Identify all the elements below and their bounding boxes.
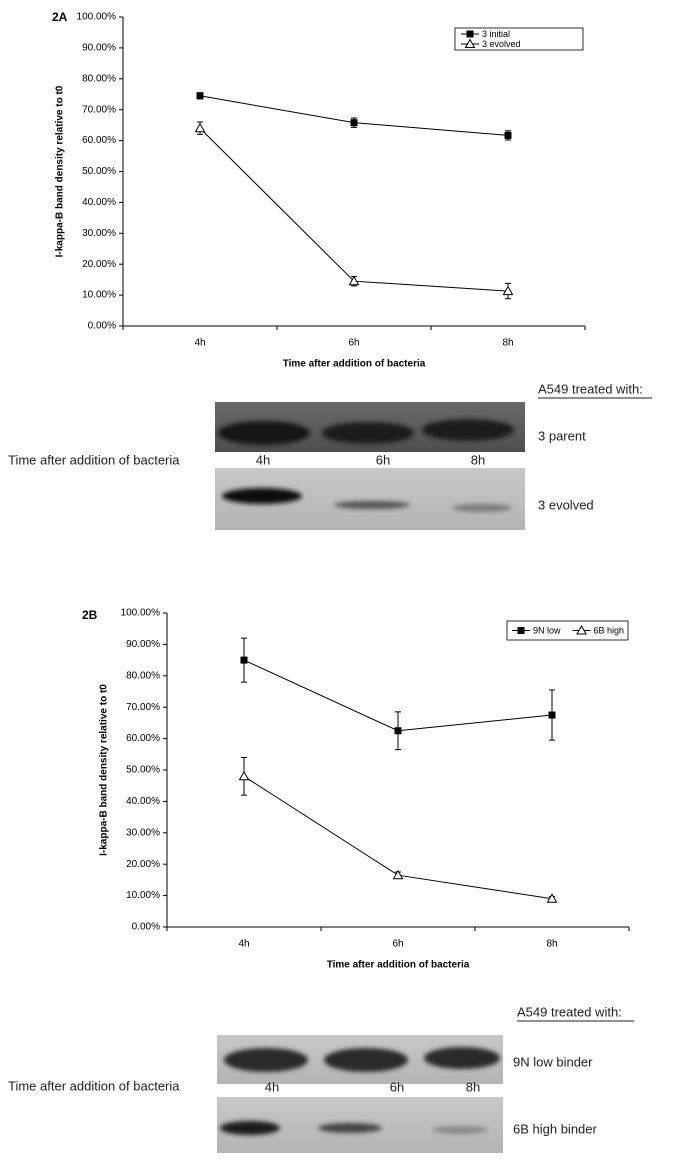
- y-tick-label: 60.00%: [126, 733, 160, 744]
- legend-label: 6B high: [594, 625, 625, 635]
- y-tick-label: 30.00%: [82, 228, 116, 239]
- marker: [240, 656, 248, 664]
- blot-row-label: 6B high binder: [513, 1121, 598, 1136]
- y-tick-label: 80.00%: [126, 670, 160, 681]
- blot-band: [224, 1048, 308, 1072]
- y-tick-label: 70.00%: [126, 702, 160, 713]
- y-tick-label: 10.00%: [126, 890, 160, 901]
- marker: [502, 285, 514, 296]
- blot-header: A549 treated with:: [538, 381, 643, 396]
- series-line: [199, 95, 509, 136]
- y-tick-label: 60.00%: [82, 135, 116, 146]
- chart: 2A 0.00% 10.00% 20.00% 30.00% 40.00% 50.00% 60.…: [52, 10, 586, 370]
- blot-row-label: 9N low binder: [513, 1054, 593, 1069]
- y-axis-title: I-kappa-B band density relative to t0: [99, 684, 110, 856]
- lane-label: 8h: [471, 452, 485, 467]
- blot-panel-a: A549 treated with: 3 parent Time after a…: [8, 381, 652, 530]
- x-tick-label: 6h: [348, 338, 359, 349]
- y-tick-label: 30.00%: [126, 827, 160, 838]
- y-tick-label: 20.00%: [126, 859, 160, 870]
- series-line: [243, 775, 553, 900]
- blot-band: [324, 1048, 408, 1072]
- blot-row-label: 3 evolved: [538, 497, 594, 512]
- y-tick-label: 20.00%: [82, 259, 116, 270]
- lane-label: 4h: [256, 452, 270, 467]
- y-tick-label: 40.00%: [126, 796, 160, 807]
- blot-band: [220, 1121, 280, 1135]
- blot-header: A549 treated with:: [517, 1004, 622, 1019]
- legend-label: 3 evolved: [482, 39, 521, 49]
- marker: [504, 131, 512, 139]
- marker: [546, 893, 558, 903]
- marker: [196, 92, 204, 100]
- x-tick-label: 6h: [392, 939, 403, 950]
- y-tick-label: 50.00%: [126, 765, 160, 776]
- marker: [194, 122, 206, 133]
- x-tick-label: 8h: [502, 338, 513, 349]
- x-tick-label: 4h: [194, 338, 205, 349]
- blot-band: [452, 504, 512, 512]
- y-tick-label: 90.00%: [82, 43, 116, 54]
- legend-label: 3 initial: [482, 29, 510, 39]
- lane-label: 8h: [466, 1079, 480, 1094]
- legend-label: 9N low: [533, 625, 561, 635]
- x-axis-title: Time after addition of bacteria: [327, 960, 470, 971]
- blot-band: [222, 488, 302, 504]
- blot-band: [218, 421, 310, 445]
- blot-band: [424, 1047, 500, 1069]
- y-tick-label: 100.00%: [77, 12, 117, 23]
- legend-marker: [464, 38, 476, 48]
- marker: [394, 727, 402, 735]
- marker: [348, 275, 360, 286]
- x-tick-label: 8h: [546, 939, 557, 950]
- chart: 2B 0.00% 10.00% 20.00% 30.00% 40.00% 50.00% 60.…: [82, 608, 630, 971]
- x-axis-title: Time after addition of bacteria: [283, 359, 426, 370]
- blot-band: [422, 419, 514, 441]
- y-tick-label: 90.00%: [126, 639, 160, 650]
- legend-box: [506, 620, 629, 641]
- lane-label: 6h: [390, 1079, 404, 1094]
- panel-label: 2A: [52, 10, 68, 24]
- marker: [392, 869, 404, 880]
- panel-label: 2B: [82, 608, 98, 622]
- legend-box: [454, 27, 584, 51]
- blot-band: [432, 1126, 488, 1134]
- blot-band: [322, 422, 414, 444]
- y-tick-label: 0.00%: [132, 922, 160, 933]
- lane-label: 4h: [265, 1079, 279, 1094]
- y-tick-label: 100.00%: [121, 608, 161, 619]
- series-line: [199, 127, 509, 292]
- y-tick-label: 40.00%: [82, 197, 116, 208]
- blot-axis-label: Time after addition of bacteria: [8, 452, 180, 467]
- marker: [548, 711, 556, 719]
- legend-marker: [576, 624, 587, 635]
- y-tick-label: 10.00%: [82, 290, 116, 301]
- x-tick-label: 4h: [238, 939, 249, 950]
- blot-band: [318, 1123, 382, 1133]
- blot-row-label: 3 parent: [538, 428, 586, 443]
- marker: [350, 119, 358, 127]
- legend-marker: [466, 30, 474, 38]
- legend-marker: [517, 627, 525, 634]
- y-tick-label: 0.00%: [88, 321, 116, 332]
- y-tick-label: 50.00%: [82, 166, 116, 177]
- lane-label: 6h: [376, 452, 390, 467]
- blot-panel-b: A549 treated with: 9N low binder Time af…: [8, 1004, 634, 1153]
- marker: [238, 770, 250, 781]
- y-axis-title: I-kappa-B band density relative to t0: [55, 85, 66, 257]
- y-tick-label: 80.00%: [82, 73, 116, 84]
- y-tick-label: 70.00%: [82, 104, 116, 115]
- blot-band: [334, 501, 410, 509]
- blot-axis-label: Time after addition of bacteria: [8, 1078, 180, 1093]
